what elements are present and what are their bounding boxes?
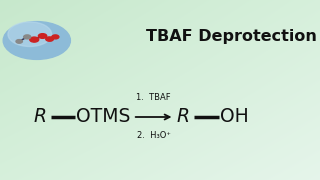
Text: 1.  TBAF: 1. TBAF xyxy=(136,93,171,102)
Circle shape xyxy=(8,22,52,46)
Text: OH: OH xyxy=(220,107,249,127)
Text: OTMS: OTMS xyxy=(76,107,131,127)
Circle shape xyxy=(38,34,47,38)
Text: R: R xyxy=(34,107,46,127)
Text: 2.  H₃O⁺: 2. H₃O⁺ xyxy=(137,130,171,140)
Circle shape xyxy=(16,40,22,43)
Circle shape xyxy=(3,22,70,59)
Circle shape xyxy=(30,37,39,42)
Circle shape xyxy=(24,35,31,39)
Text: TBAF Deprotection Mechanism: TBAF Deprotection Mechanism xyxy=(146,28,320,44)
Text: R: R xyxy=(177,107,190,127)
Circle shape xyxy=(46,37,53,41)
Circle shape xyxy=(52,35,59,39)
